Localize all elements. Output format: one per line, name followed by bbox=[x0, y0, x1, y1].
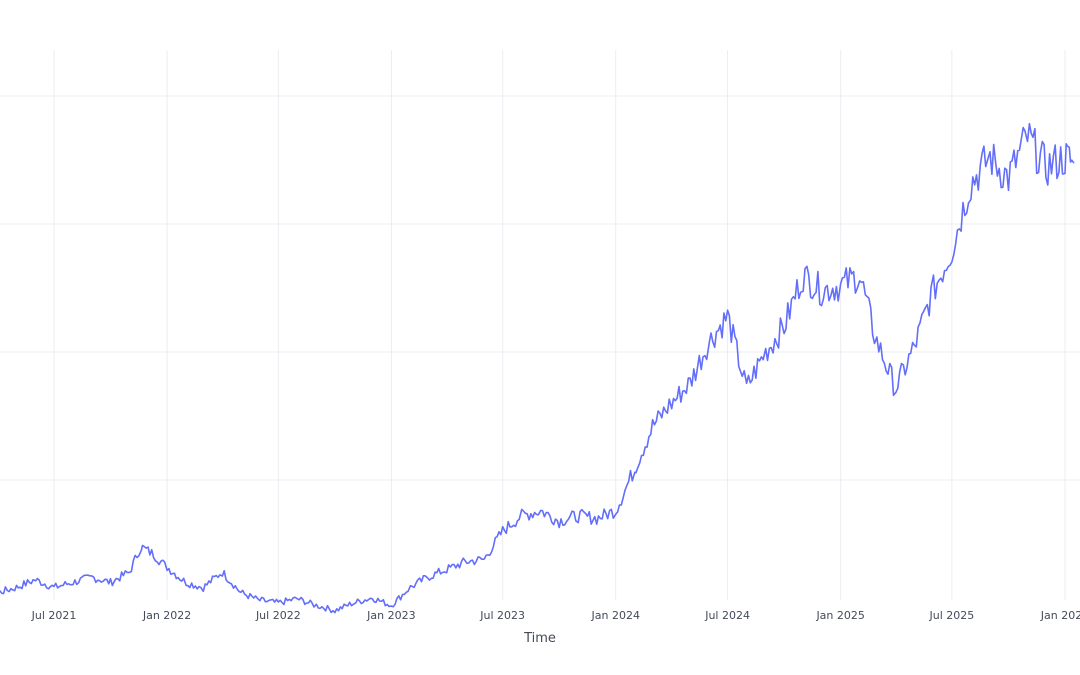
x-tick-label: Jan 2024 bbox=[591, 609, 640, 622]
x-tick-label: Jul 2025 bbox=[929, 609, 975, 622]
x-tick-label: Jul 2023 bbox=[479, 609, 525, 622]
x-tick-label: Jan 2022 bbox=[142, 609, 191, 622]
x-tick-label: Jul 2024 bbox=[704, 609, 750, 622]
series-layer bbox=[0, 122, 1075, 614]
x-tick-label: Jul 2022 bbox=[255, 609, 301, 622]
x-tick-label: Jan 2023 bbox=[366, 609, 415, 622]
x-tick-label: Jul 2021 bbox=[31, 609, 77, 622]
x-axis-title: Time bbox=[523, 631, 556, 646]
x-gridlines bbox=[53, 50, 1066, 600]
y-gridlines bbox=[0, 95, 1080, 481]
x-tick-label: Jan 2025 bbox=[815, 609, 864, 622]
x-tick-label: Jan 2026 bbox=[1040, 609, 1080, 622]
series-line bbox=[0, 122, 1075, 614]
x-tick-labels: Jul 2021 Jan 2022 Jul 2022 Jan 2023 Jul 2023… bbox=[31, 609, 1080, 622]
